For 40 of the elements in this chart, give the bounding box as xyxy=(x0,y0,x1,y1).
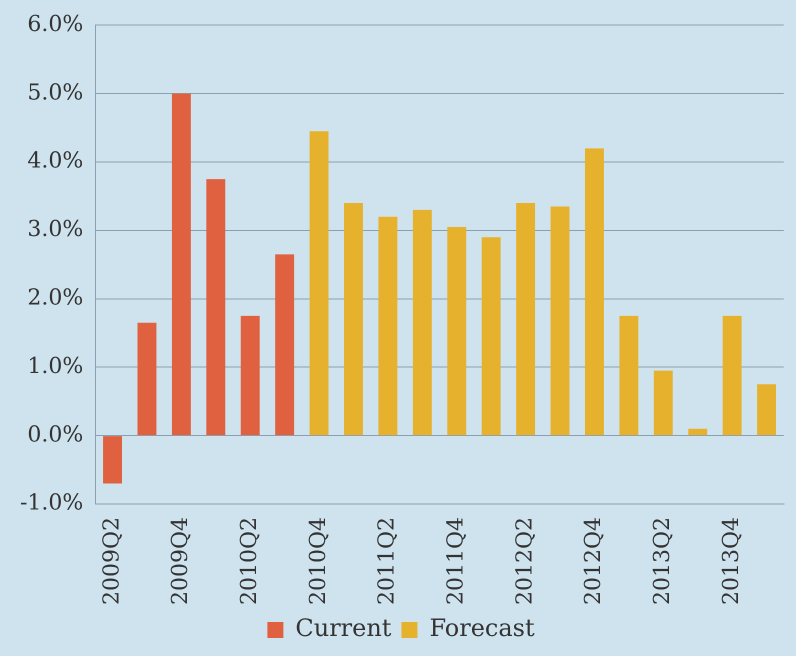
x-tick-label: 2009Q2 xyxy=(99,516,124,606)
bar xyxy=(378,216,398,436)
bar xyxy=(619,316,638,436)
y-tick-label: 0.0% xyxy=(27,422,84,448)
bar xyxy=(757,384,776,436)
bar xyxy=(172,94,191,436)
bar xyxy=(310,131,329,436)
x-tick-label: 2010Q4 xyxy=(306,516,331,606)
bar xyxy=(240,316,260,436)
bar xyxy=(688,428,708,436)
legend-label: Forecast xyxy=(429,614,535,642)
y-tick-label: 3.0% xyxy=(27,217,84,242)
bar xyxy=(103,436,122,484)
bar xyxy=(275,254,294,436)
x-tick-label: 2010Q2 xyxy=(236,516,262,606)
x-tick-label: 2012Q2 xyxy=(512,516,538,606)
bar xyxy=(550,206,570,436)
legend-label: Current xyxy=(295,614,392,642)
x-tick-label: 2013Q2 xyxy=(650,516,676,606)
bar xyxy=(344,203,363,436)
bar xyxy=(722,316,742,436)
bar xyxy=(654,370,673,436)
x-tick-label: 2009Q4 xyxy=(168,516,194,606)
x-tick-label: 2011Q2 xyxy=(374,516,400,606)
bar xyxy=(137,322,156,436)
y-tick-label: -1.0% xyxy=(20,490,84,516)
bar xyxy=(482,237,501,436)
bar xyxy=(206,179,226,436)
y-tick-label: 2.0% xyxy=(27,286,84,311)
y-tick-label: 5.0% xyxy=(27,80,84,106)
x-tick-label: 2011Q4 xyxy=(443,516,468,606)
bar xyxy=(584,148,604,436)
y-tick-label: 4.0% xyxy=(27,148,84,174)
x-tick-label: 2013Q4 xyxy=(718,516,744,606)
x-tick-label: 2012Q4 xyxy=(581,516,606,606)
bar xyxy=(516,203,536,436)
bar xyxy=(412,210,432,436)
bar xyxy=(447,226,466,436)
y-tick-label: 6.0% xyxy=(27,12,84,37)
y-tick-label: 1.0% xyxy=(27,354,84,379)
